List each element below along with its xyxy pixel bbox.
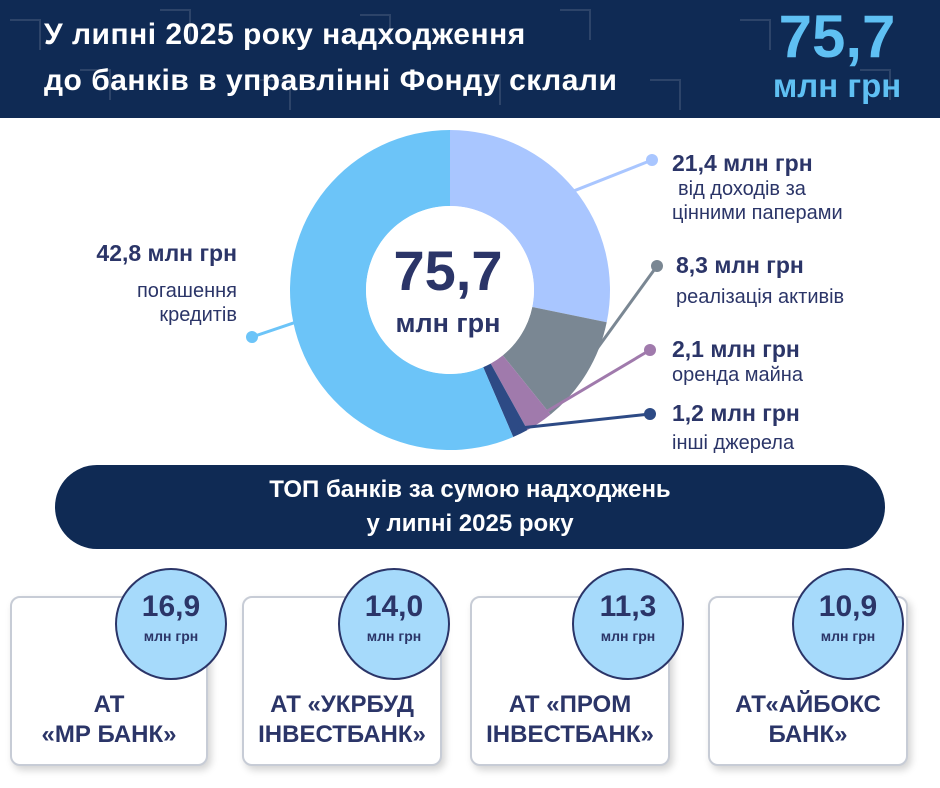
bank-name: АТ «УКРБУД ІНВЕСТБАНК» [244,690,440,750]
legend-credits-desc2: кредитів [159,304,237,326]
bank-card-prominvest: АТ «ПРОМ ІНВЕСТБАНК» [470,596,670,766]
bank-value-circle: 10,9 млн грн [792,568,904,680]
bank-value-circle: 16,9 млн грн [115,568,227,680]
bank-name: АТ«АЙБОКС БАНК» [710,690,906,750]
top-banks-title-line2: у липні 2025 року [366,510,574,537]
bank-name-line2: ІНВЕСТБАНК» [486,721,654,748]
slice-securities-leader [568,158,653,195]
legend-assets-desc: реалізація активів [676,286,845,308]
legend-other: 1,2 млн грн інші джерела [672,400,800,455]
header-total-value: 75,7 [778,3,896,70]
bank-unit: млн грн [820,628,876,644]
bank-value-circle: 11,3 млн грн [572,568,684,680]
top-banks-title-line1: ТОП банків за сумою надходжень [269,476,671,503]
slice-credits [289,130,514,450]
header-banner: У липні 2025 року надходження до банків … [0,0,940,118]
slice-other-dot [644,408,656,420]
legend-other-desc: інші джерела [672,432,795,454]
slice-rent [490,355,551,430]
bank-name: АТ «МР БАНК» [12,690,206,750]
slice-securities-dot [646,154,658,166]
bank-name: АТ «ПРОМ ІНВЕСТБАНК» [472,690,668,750]
bank-value: 14,0 [364,590,424,623]
bank-name-line2: ІНВЕСТБАНК» [258,721,426,748]
header-title: У липні 2025 року надходження до банків … [44,12,744,104]
bank-value-circle: 14,0 млн грн [338,568,450,680]
legend-assets-amount: 8,3 млн грн [676,252,804,278]
slice-rent-leader [535,348,651,420]
slice-credits-dot [246,331,258,343]
slice-assets [502,306,607,415]
bank-value: 16,9 [141,590,201,623]
donut-chart: 75,7 млн грн [246,130,663,450]
header-total-unit: млн грн [772,67,902,104]
bank-name-line1: АТ «ПРОМ [508,691,632,718]
decorative-pattern [10,9,891,110]
donut-hole [366,206,534,374]
bank-value: 11,3 [599,590,657,623]
legend-securities-desc2: цінними паперами [672,202,843,224]
bank-name-line1: АТ «УКРБУД [270,691,414,718]
legend-other-amount: 1,2 млн грн [672,400,800,426]
legend-credits-desc1: погашення [136,280,237,302]
legend-securities-amount: 21,4 млн грн [672,150,813,176]
header-title-line2: до банків в управлінні Фонду склали [44,64,618,97]
bank-unit: млн грн [143,628,199,644]
legend-rent: 2,1 млн грн оренда майна [672,336,803,387]
slice-other-leader [517,412,651,430]
slice-assets-dot [651,260,663,272]
slice-other [483,363,528,437]
bank-name-line2: «МР БАНК» [41,721,177,748]
slice-securities [450,130,611,323]
slice-credits-leader [251,319,300,339]
bank-unit: млн грн [366,628,422,644]
top-banks-banner: ТОП банків за сумою надходжень у липні 2… [55,465,885,549]
legend-rent-desc: оренда майна [672,364,803,386]
legend-credits: 42,8 млн грн погашення кредитів [96,240,237,327]
slice-rent-dot [644,344,656,356]
bank-unit: млн грн [600,628,656,644]
legend-securities-desc1: від доходів за [678,178,806,200]
bank-name-line2: БАНК» [768,721,848,748]
center-unit: млн грн [396,308,501,338]
bank-name-line1: АТ«АЙБОКС [735,691,881,718]
legend-assets: 8,3 млн грн реалізація активів [676,252,844,309]
slice-assets-leader [580,265,659,371]
legend-credits-amount: 42,8 млн грн [96,240,237,266]
legend-securities: 21,4 млн грн від доходів за цінними папе… [672,150,843,225]
header-title-line1: У липні 2025 року надходження [44,18,526,51]
legend-rent-amount: 2,1 млн грн [672,336,800,362]
bank-value: 10,9 [818,590,878,623]
bank-name-line1: АТ [93,691,125,718]
center-value: 75,7 [394,239,503,302]
